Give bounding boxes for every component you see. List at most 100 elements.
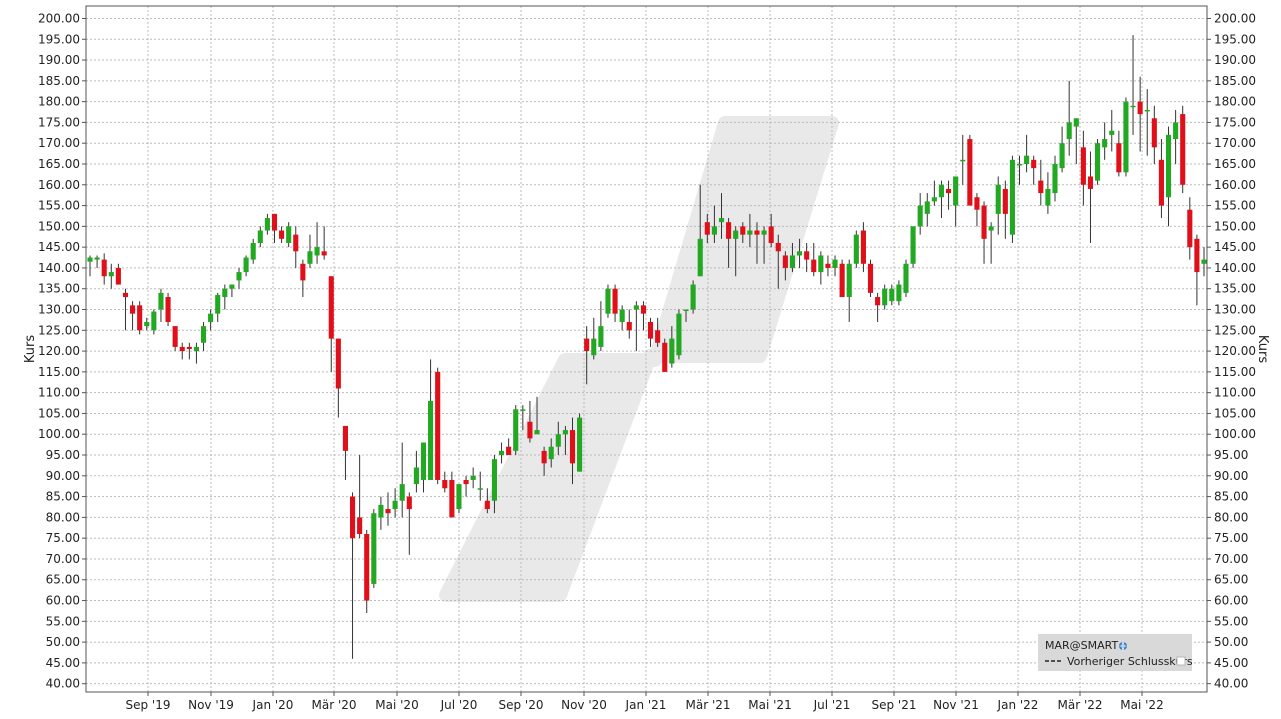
x-tick-label: Nov '19 <box>188 698 234 712</box>
candle-body <box>371 513 377 584</box>
y-tick-label-right: 80.00 <box>1214 510 1248 524</box>
y-tick-label-left: 60.00 <box>46 594 80 608</box>
y-tick-label-right: 115.00 <box>1214 365 1256 379</box>
x-tick-label: Sep '20 <box>499 698 544 712</box>
x-tick-label: Mär '20 <box>311 698 356 712</box>
candle-body <box>1073 118 1079 127</box>
y-tick-label-left: 100.00 <box>38 427 80 441</box>
x-tick-label: Jan '22 <box>997 698 1039 712</box>
candle-body <box>1194 238 1200 273</box>
candle-body <box>1102 139 1108 148</box>
y-tick-label-right: 55.00 <box>1214 614 1248 628</box>
candle-body <box>236 272 242 281</box>
candle-body <box>896 284 902 302</box>
legend-toggle-box[interactable] <box>1176 656 1186 666</box>
y-tick-label-left: 90.00 <box>46 469 80 483</box>
candle-body <box>796 251 803 256</box>
candle-body <box>349 496 356 539</box>
candle-body <box>342 425 348 451</box>
candle-body <box>449 479 455 518</box>
candle-body <box>491 459 498 501</box>
candle-body <box>144 321 150 327</box>
candle-body <box>846 263 852 298</box>
y-tick-label-left: 180.00 <box>38 95 80 109</box>
y-tick-label-left: 170.00 <box>38 136 80 150</box>
candle-body <box>669 338 675 364</box>
candle-body <box>222 288 228 298</box>
y-tick-label-left: 110.00 <box>38 386 80 400</box>
y-tick-label-right: 130.00 <box>1214 303 1256 317</box>
x-tick-label: Mai '20 <box>375 698 418 712</box>
candle-body <box>1151 118 1157 148</box>
y-tick-label-left: 130.00 <box>38 303 80 317</box>
candle-body <box>1116 143 1122 173</box>
y-tick-label-left: 125.00 <box>38 323 80 337</box>
candle-body <box>804 251 810 260</box>
y-tick-label-right: 125.00 <box>1214 323 1256 337</box>
y-tick-label-left: 65.00 <box>46 573 80 587</box>
y-tick-label-right: 105.00 <box>1214 406 1256 420</box>
candle-body <box>264 218 270 231</box>
y-tick-label-right: 110.00 <box>1214 386 1256 400</box>
candle-body <box>271 213 278 231</box>
candle-body <box>967 139 973 206</box>
candle-body <box>463 479 469 485</box>
y-tick-label-left: 175.00 <box>38 115 80 129</box>
candle-body <box>328 276 334 339</box>
candle-body <box>946 188 952 194</box>
y-tick-label-left: 50.00 <box>46 635 80 649</box>
y-tick-label-left: 165.00 <box>38 157 80 171</box>
candle-body <box>1109 130 1115 135</box>
candle-body <box>122 292 129 298</box>
candle-body <box>527 421 533 439</box>
legend-box <box>1038 634 1192 671</box>
y-axis-right-labels: 40.00 45.00 50.00 55.00 60.00 65.00 70.00 75.00… <box>1214 11 1256 690</box>
y-tick-label-left: 55.00 <box>46 614 80 628</box>
candle-body <box>420 442 427 480</box>
candle-body <box>662 342 668 372</box>
candle-body <box>903 263 909 293</box>
candle-body <box>378 504 384 518</box>
y-tick-label-left: 185.00 <box>38 74 80 88</box>
y-axis-left-labels: 40.00 45.00 50.00 55.00 60.00 65.00 70.00 75.00… <box>38 11 80 690</box>
candle-body <box>626 321 632 331</box>
candle-body <box>676 313 682 356</box>
candle-body <box>960 159 966 162</box>
candle-body <box>137 305 143 331</box>
y-tick-label-right: 185.00 <box>1214 74 1256 88</box>
legend-prev-close-label: Vorheriger Schlusskurs <box>1067 655 1193 668</box>
candle-body <box>513 409 519 451</box>
candle-body <box>562 430 568 435</box>
y-tick-label-left: 70.00 <box>46 552 80 566</box>
candle-body <box>718 218 725 223</box>
candle-body <box>889 288 895 302</box>
candle-body <box>1180 114 1186 185</box>
y-tick-label-left: 85.00 <box>46 490 80 504</box>
candle-body <box>1002 188 1008 214</box>
candle-body <box>569 430 576 464</box>
candle-body <box>484 500 490 510</box>
candle-body <box>1080 147 1086 185</box>
candle-body <box>867 263 874 293</box>
candle-body <box>101 259 107 277</box>
candle-body <box>1024 155 1030 164</box>
candle-body <box>498 450 505 456</box>
candle-body <box>94 257 100 260</box>
candle-body <box>704 222 710 235</box>
candle-body <box>1045 188 1051 206</box>
candle-body <box>1059 143 1065 169</box>
candle-body <box>250 242 256 260</box>
candle-body <box>286 226 292 243</box>
candle-body <box>470 475 476 480</box>
candle-body <box>1095 143 1101 181</box>
candle-body <box>981 205 987 239</box>
candle-body <box>435 371 441 480</box>
y-tick-label-right: 200.00 <box>1214 11 1256 25</box>
candle-body <box>179 346 185 352</box>
y-tick-label-right: 70.00 <box>1214 552 1248 566</box>
y-tick-label-right: 120.00 <box>1214 344 1256 358</box>
candle-body <box>782 255 788 268</box>
y-tick-label-left: 120.00 <box>38 344 80 358</box>
y-tick-label-left: 135.00 <box>38 282 80 296</box>
candle-body <box>860 230 866 264</box>
